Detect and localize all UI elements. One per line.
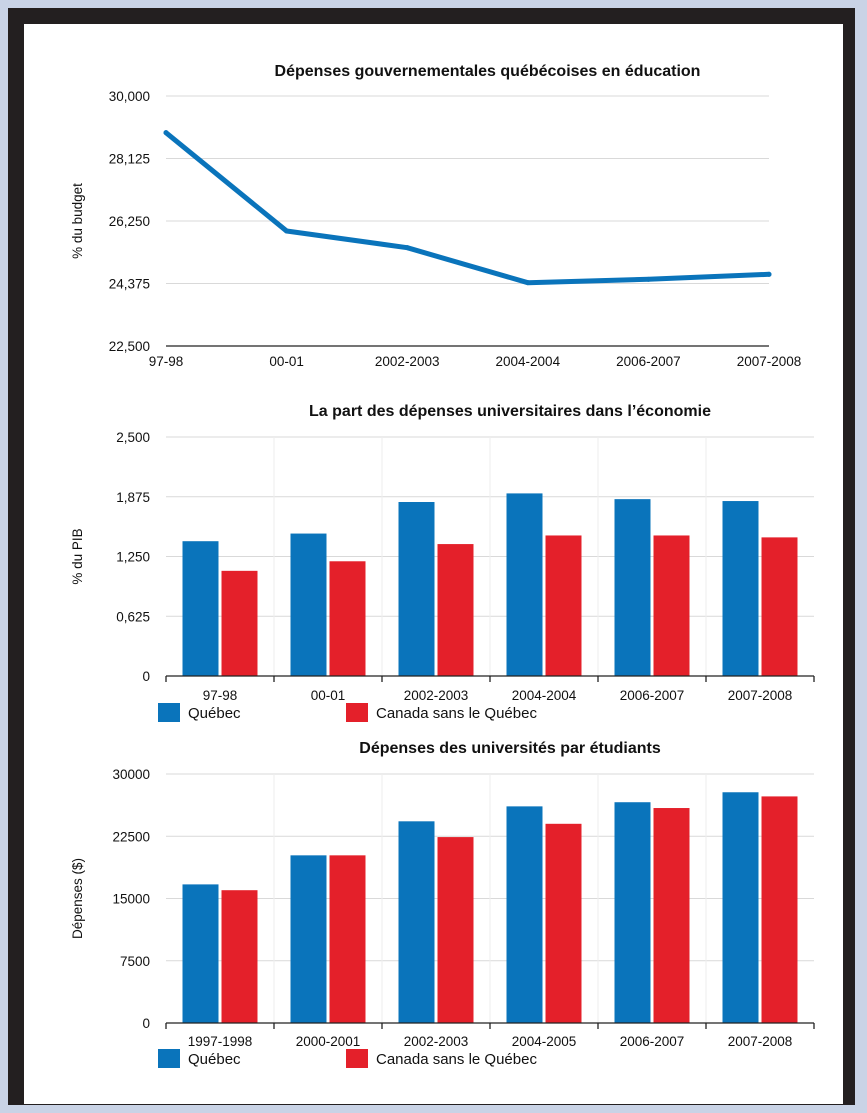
bar-quebec <box>182 884 219 1023</box>
bar-quebec <box>398 821 435 1023</box>
x-tick-label: 1997-1998 <box>188 1034 253 1049</box>
bar-quebec <box>398 502 435 676</box>
x-tick-label: 2007-2008 <box>737 354 802 369</box>
legend-swatch-canada <box>346 703 368 722</box>
x-tick-label: 00-01 <box>269 354 304 369</box>
y-tick-label: 22,500 <box>109 339 150 354</box>
y-tick-label: 0 <box>142 1016 150 1031</box>
y-tick-label: 0,625 <box>116 609 150 624</box>
bar-canada <box>653 535 690 676</box>
data-point <box>284 228 290 234</box>
y-axis-label: % du PIB <box>70 528 85 584</box>
y-tick-label: 2,500 <box>116 430 150 445</box>
legend-label: Canada sans le Québec <box>376 705 537 722</box>
x-tick-label: 2004-2004 <box>512 688 577 703</box>
legend-swatch-canada <box>346 1049 368 1068</box>
y-tick-label: 26,250 <box>109 214 150 229</box>
x-tick-label: 2007-2008 <box>728 688 793 703</box>
y-tick-label: 1,875 <box>116 490 150 505</box>
bar-quebec <box>290 855 327 1023</box>
y-tick-label: 28,125 <box>109 152 150 167</box>
x-tick-label: 2006-2007 <box>620 1034 685 1049</box>
chart-panel: Dépenses gouvernementales québécoises en… <box>24 24 843 1104</box>
y-tick-label: 24,375 <box>109 277 150 292</box>
legend-label: Québec <box>188 705 241 722</box>
chart-3: Dépenses des universités par étudiants 0 7… <box>70 740 815 1068</box>
bar-quebec <box>290 533 327 676</box>
legend-label: Québec <box>188 1051 241 1068</box>
bar-canada <box>221 890 258 1023</box>
bar-quebec <box>722 792 759 1023</box>
y-tick-label: 30000 <box>112 767 150 782</box>
chart-title: La part des dépenses universitaires dans… <box>309 403 711 420</box>
x-tick-label: 2002-2003 <box>404 688 469 703</box>
bar-canada <box>761 796 798 1023</box>
bar-quebec <box>182 541 219 676</box>
bar-canada <box>761 537 798 676</box>
y-tick-label: 7500 <box>120 954 150 969</box>
y-tick-label: 15000 <box>112 892 150 907</box>
bar-canada <box>545 535 582 676</box>
chart-1: Dépenses gouvernementales québécoises en… <box>70 63 801 369</box>
bar-canada <box>653 808 690 1023</box>
bar-canada <box>437 837 474 1023</box>
data-point <box>404 245 410 251</box>
x-tick-label: 2007-2008 <box>728 1034 793 1049</box>
y-axis-label: % du budget <box>70 183 85 259</box>
y-tick-label: 22500 <box>112 829 150 844</box>
y-tick-label: 30,000 <box>109 89 150 104</box>
bar-quebec <box>506 493 543 676</box>
y-tick-label: 0 <box>142 669 150 684</box>
legend: Québec Canada sans le Québec <box>158 1049 537 1068</box>
data-point <box>645 276 651 282</box>
data-point <box>163 130 169 136</box>
series-line <box>163 130 772 286</box>
bar-quebec <box>614 499 651 676</box>
x-tick-label: 2002-2003 <box>375 354 440 369</box>
y-axis-label: Dépenses ($) <box>70 858 85 939</box>
data-point <box>525 280 531 286</box>
x-tick-label: 97-98 <box>149 354 184 369</box>
legend-swatch-quebec <box>158 1049 180 1068</box>
bar-canada <box>329 561 366 676</box>
legend: Québec Canada sans le Québec <box>158 703 537 722</box>
bar-quebec <box>722 501 759 676</box>
x-tick-label: 2006-2007 <box>620 688 685 703</box>
x-tick-label: 2006-2007 <box>616 354 681 369</box>
charts-canvas: Dépenses gouvernementales québécoises en… <box>70 63 815 1068</box>
x-tick-label: 2004-2005 <box>512 1034 577 1049</box>
x-tick-label: 2004-2004 <box>496 354 561 369</box>
bar-quebec <box>506 806 543 1023</box>
legend-swatch-quebec <box>158 703 180 722</box>
bar-quebec <box>614 802 651 1023</box>
chart-title: Dépenses gouvernementales québécoises en… <box>275 63 701 80</box>
chart-title: Dépenses des universités par étudiants <box>359 740 661 757</box>
bar-canada <box>437 544 474 676</box>
bar-canada <box>545 823 582 1023</box>
x-tick-label: 97-98 <box>203 688 238 703</box>
legend-label: Canada sans le Québec <box>376 1051 537 1068</box>
x-tick-label: 2002-2003 <box>404 1034 469 1049</box>
bar-canada <box>329 855 366 1023</box>
chart-2: La part des dépenses universitaires dans… <box>70 403 815 722</box>
bar-canada <box>221 570 258 676</box>
x-tick-label: 00-01 <box>311 688 346 703</box>
x-tick-label: 2000-2001 <box>296 1034 361 1049</box>
y-tick-label: 1,250 <box>116 550 150 565</box>
data-point <box>766 271 772 277</box>
